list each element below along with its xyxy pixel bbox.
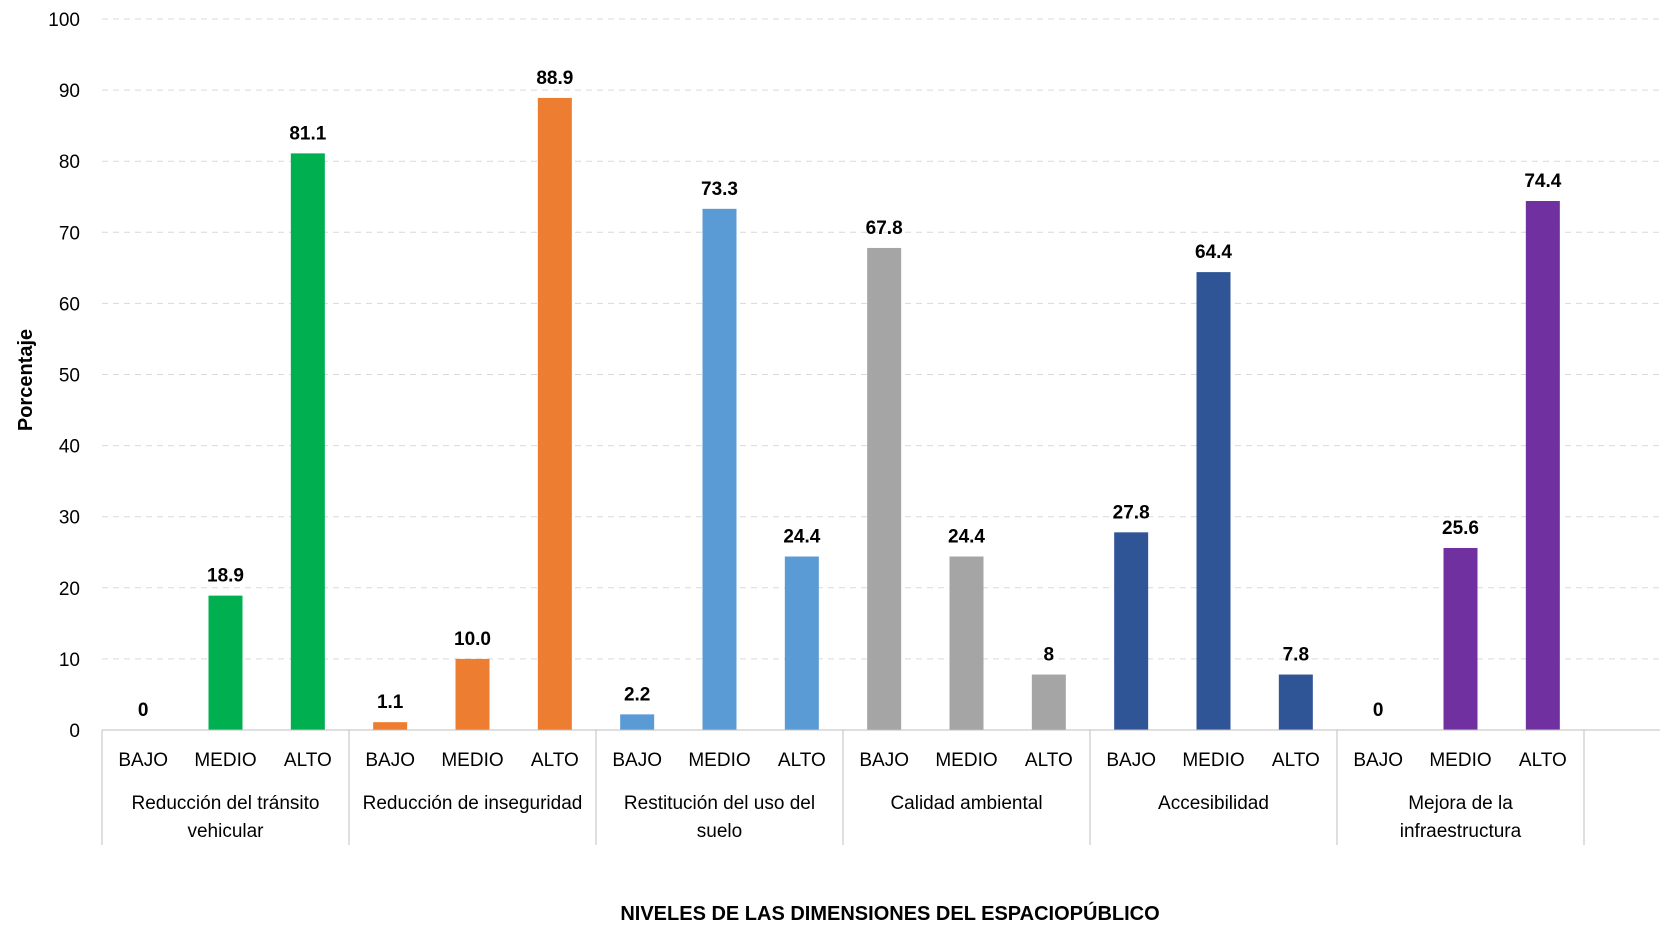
dimension-label: Reducción de inseguridad [363, 793, 583, 814]
category-label: BAJO [118, 750, 168, 771]
data-label: 24.4 [948, 527, 985, 548]
bar [208, 595, 243, 730]
data-label: 8 [1044, 645, 1055, 666]
category-label: MEDIO [441, 750, 503, 771]
data-label: 73.3 [701, 179, 738, 200]
data-label: 81.1 [289, 123, 326, 144]
bar [1525, 201, 1560, 731]
category-label: ALTO [1519, 750, 1567, 771]
data-label: 64.4 [1195, 242, 1232, 263]
bar [373, 722, 408, 730]
category-label: BAJO [859, 750, 909, 771]
category-label: ALTO [284, 750, 332, 771]
data-label: 24.4 [783, 527, 820, 548]
bar [537, 97, 572, 730]
data-label: 74.4 [1524, 171, 1561, 192]
bar [867, 247, 902, 730]
y-tick-label: 70 [59, 223, 80, 244]
category-label: BAJO [1106, 750, 1156, 771]
y-tick-label: 40 [59, 437, 80, 458]
bar [1196, 272, 1231, 730]
category-label: MEDIO [935, 750, 997, 771]
data-label: 27.8 [1113, 502, 1150, 523]
category-label: ALTO [1025, 750, 1073, 771]
bar [949, 556, 984, 730]
y-tick-label: 10 [59, 650, 80, 671]
category-label: ALTO [1272, 750, 1320, 771]
bar [455, 658, 490, 730]
bar [620, 714, 655, 730]
dimension-label: Reducción del tránsito [132, 793, 320, 814]
y-tick-label: 90 [59, 81, 80, 102]
data-label: 7.8 [1283, 645, 1309, 666]
data-label: 0 [1373, 700, 1384, 721]
category-label: MEDIO [1429, 750, 1491, 771]
bar [1031, 674, 1066, 730]
y-tick-label: 30 [59, 508, 80, 529]
x-axis-title: NIVELES DE LAS DIMENSIONES DEL ESPACIOPÚ… [620, 901, 1159, 925]
data-label: 25.6 [1442, 518, 1479, 539]
data-label: 18.9 [207, 566, 244, 587]
category-label: MEDIO [194, 750, 256, 771]
category-label: BAJO [612, 750, 662, 771]
data-label: 1.1 [377, 692, 404, 713]
data-label: 0 [138, 700, 149, 721]
dimension-label: suelo [697, 821, 742, 842]
bar [702, 208, 737, 730]
data-label: 88.9 [536, 68, 573, 89]
y-tick-label: 50 [59, 366, 80, 387]
y-tick-label: 60 [59, 294, 80, 315]
category-label: ALTO [778, 750, 826, 771]
data-label: 10.0 [454, 629, 491, 650]
y-tick-label: 0 [69, 721, 80, 742]
y-tick-label: 20 [59, 579, 80, 600]
category-label: BAJO [365, 750, 415, 771]
dimension-label: Accesibilidad [1158, 793, 1269, 814]
y-tick-label: 80 [59, 152, 80, 173]
y-tick-label: 100 [48, 10, 80, 31]
dimension-label: vehicular [187, 821, 264, 842]
category-label: ALTO [531, 750, 579, 771]
data-label: 2.2 [624, 684, 650, 705]
category-label: MEDIO [1182, 750, 1244, 771]
bar [784, 556, 819, 730]
x-axis: BAJO MEDIO ALTO Reducción del tránsito vehic… [101, 729, 1660, 845]
dimension-label: infraestructura [1400, 821, 1522, 842]
category-label: BAJO [1353, 750, 1403, 771]
bar [290, 153, 325, 730]
category-label: MEDIO [688, 750, 750, 771]
bar [1114, 532, 1149, 730]
dimension-label: Calidad ambiental [890, 793, 1042, 814]
data-labels: 0 18.9 81.1 1.1 10.0 88.9 2.2 73.3 24.4 67.8 24.4 8… [138, 68, 1562, 721]
data-label: 67.8 [866, 218, 903, 239]
bars [208, 97, 1560, 731]
dimension-label: Restitución del uso del [624, 793, 815, 814]
bar [1278, 674, 1313, 730]
y-axis-title: Porcentaje [15, 329, 37, 431]
bar [1443, 547, 1478, 730]
y-axis-ticks: 0 10 20 30 40 50 60 70 80 90 100 [48, 10, 80, 742]
dimension-label: Mejora de la [1408, 793, 1513, 814]
